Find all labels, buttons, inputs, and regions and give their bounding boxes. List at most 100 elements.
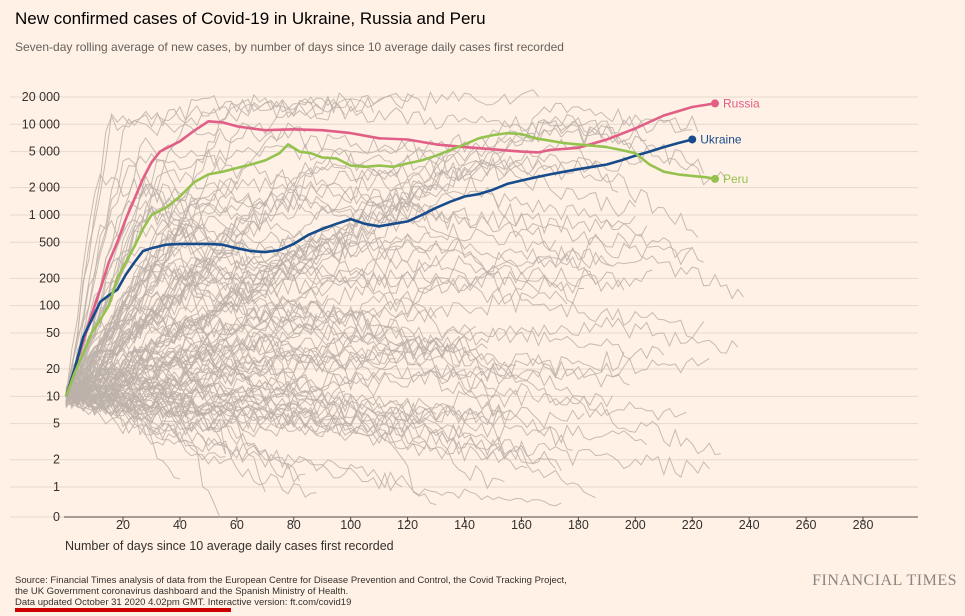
other-country-line xyxy=(65,358,397,408)
series-label-ukraine: Ukraine xyxy=(700,132,742,146)
other-country-line xyxy=(65,159,619,402)
other-country-line xyxy=(65,89,539,394)
other-country-line xyxy=(65,276,705,404)
other-country-line xyxy=(66,190,648,397)
series-label-peru: Peru xyxy=(723,172,748,186)
other-country-line xyxy=(65,394,226,461)
other-country-line xyxy=(65,219,431,396)
other-country-line xyxy=(65,266,653,403)
x-tick-label-200: 200 xyxy=(625,518,646,532)
other-country-line xyxy=(65,257,630,388)
other-country-line xyxy=(65,153,636,401)
series-end-dot-ukraine xyxy=(688,135,697,144)
x-axis-label: Number of days since 10 average daily ca… xyxy=(65,539,394,553)
source-line-1: Source: Financial Times analysis of data… xyxy=(15,575,567,586)
other-country-line xyxy=(66,273,625,396)
other-country-line xyxy=(65,156,642,400)
y-tick-label-200: 200 xyxy=(39,271,60,285)
chart-svg: 0 1 2 5 10 20 50 100 200 500 1 000 2 000 5 000 10 000… xyxy=(10,89,918,532)
other-country-line xyxy=(65,189,693,403)
other-country-line xyxy=(65,313,380,400)
series-line-peru[interactable] xyxy=(64,131,716,397)
y-tick-label-10000: 10 000 xyxy=(22,117,60,131)
other-country-line xyxy=(65,114,596,404)
accent-bar xyxy=(15,608,231,612)
series-end-dot-russia xyxy=(711,99,719,108)
other-country-line xyxy=(65,282,357,404)
other-country-line xyxy=(65,146,596,400)
highlighted-lines xyxy=(64,99,719,397)
other-country-line xyxy=(65,340,409,407)
series-line-russia[interactable] xyxy=(64,102,716,397)
y-tick-label-2000: 2 000 xyxy=(29,181,60,195)
other-country-line xyxy=(65,322,721,456)
x-tick-label-140: 140 xyxy=(454,518,475,532)
other-country-line xyxy=(65,172,186,398)
x-tick-label-180: 180 xyxy=(568,518,589,532)
x-tick-label-40: 40 xyxy=(173,518,187,532)
x-tick-label-280: 280 xyxy=(853,518,874,532)
other-country-line xyxy=(65,388,437,447)
y-tick-label-5: 5 xyxy=(53,417,60,431)
x-axis-ticks: 20 40 60 80 100 120 140 160 180 200 220 240 260 280 xyxy=(116,517,873,532)
other-country-line xyxy=(65,350,317,414)
x-tick-label-60: 60 xyxy=(230,518,244,532)
y-tick-label-20000: 20 000 xyxy=(22,90,60,104)
other-country-line xyxy=(65,92,414,395)
other-country-line xyxy=(65,326,613,408)
other-country-line xyxy=(65,246,203,405)
series-label-russia: Russia xyxy=(723,96,760,110)
other-country-line xyxy=(65,169,420,408)
chart-subtitle: Seven-day rolling average of new cases, … xyxy=(15,40,564,54)
other-country-line xyxy=(65,333,295,426)
other-country-line xyxy=(65,205,613,408)
series-labels: Russia Ukraine Peru xyxy=(700,96,760,185)
y-tick-label-10: 10 xyxy=(46,389,60,403)
series-end-dot-peru xyxy=(711,174,719,183)
other-country-line xyxy=(65,124,647,392)
other-country-line xyxy=(65,279,488,394)
other-country-line xyxy=(65,147,499,398)
other-country-line xyxy=(65,395,562,507)
y-tick-label-20: 20 xyxy=(46,362,60,376)
other-country-line xyxy=(65,313,317,405)
x-tick-label-20: 20 xyxy=(116,518,130,532)
x-tick-label-160: 160 xyxy=(511,518,532,532)
other-country-line xyxy=(65,248,585,397)
other-country-line xyxy=(65,227,198,396)
other-country-line xyxy=(65,385,505,490)
y-tick-label-2: 2 xyxy=(53,453,60,467)
x-tick-label-80: 80 xyxy=(287,518,301,532)
x-tick-label-100: 100 xyxy=(340,518,361,532)
x-tick-label-260: 260 xyxy=(796,518,817,532)
series-line-ukraine[interactable] xyxy=(64,138,693,397)
x-tick-label-220: 220 xyxy=(682,518,703,532)
other-country-line xyxy=(65,306,437,398)
other-country-line xyxy=(65,182,557,405)
other-country-line xyxy=(65,357,710,405)
chart-title: New confirmed cases of Covid-19 in Ukrai… xyxy=(15,9,486,28)
y-tick-label-100: 100 xyxy=(39,299,60,313)
source-note: Source: Financial Times analysis of data… xyxy=(15,575,655,608)
other-country-line xyxy=(65,391,648,446)
other-country-line xyxy=(65,304,573,451)
other-country-line xyxy=(65,389,528,419)
other-country-line xyxy=(65,256,300,404)
other-country-line xyxy=(65,161,636,406)
other-country-line xyxy=(66,316,739,404)
other-country-line xyxy=(65,389,243,440)
other-country-line xyxy=(66,390,500,438)
y-tick-label-1000: 1 000 xyxy=(29,208,60,222)
y-tick-label-0: 0 xyxy=(53,510,60,524)
y-tick-label-1: 1 xyxy=(53,480,60,494)
x-tick-label-120: 120 xyxy=(397,518,418,532)
y-tick-label-50: 50 xyxy=(46,326,60,340)
other-countries-lines xyxy=(65,89,744,518)
other-country-line xyxy=(66,390,528,470)
source-line-3[interactable]: Data updated October 31 2020 4.02pm GMT.… xyxy=(15,597,352,608)
other-country-line xyxy=(65,103,346,399)
y-tick-label-5000: 5 000 xyxy=(29,145,60,159)
source-line-2: the UK Government coronavirus dashboard … xyxy=(15,586,349,597)
other-country-line xyxy=(65,388,317,498)
other-country-line xyxy=(65,151,443,395)
